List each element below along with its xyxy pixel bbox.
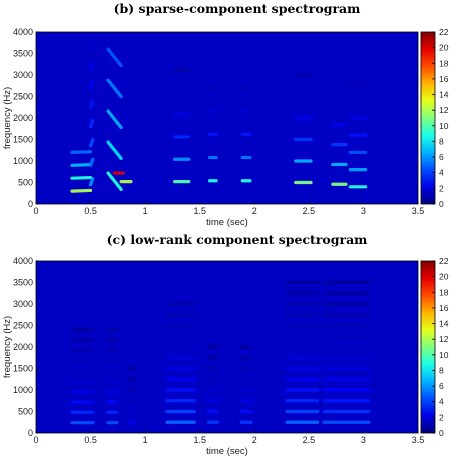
heatmap-cell <box>88 60 95 71</box>
sparse-spectrogram-panel: (b) sparse-component spectrogram 0 0.5 1 1.… <box>2 1 449 228</box>
spectrogram-chart: 0 0.5 1 1.5 2 2.5 3 3.5 0 500 1000 1500 2000 2500 3000… <box>2 256 449 457</box>
low-rank-spectrogram-panel: (c) low-rank component spectrogram 0 0.5 1… <box>0 230 474 460</box>
heatmap-cell <box>106 109 123 130</box>
colorbar-tick-label: 10 <box>439 121 449 131</box>
heatmap-cell <box>70 175 93 180</box>
heatmap-cell <box>70 163 93 167</box>
colorbar-tick-label: 20 <box>439 43 449 53</box>
x-tick-label: 0 <box>33 206 38 216</box>
x-tick-label: 3.5 <box>412 435 425 445</box>
colorbar <box>420 260 436 434</box>
y-tick-label: 3000 <box>13 70 33 80</box>
y-axis-label: frequency (Hz) <box>2 87 13 149</box>
y-axis-label: frequency (Hz) <box>2 316 13 378</box>
y-tick-label: 0 <box>28 199 33 209</box>
x-tick-label: 3 <box>361 206 366 216</box>
y-tick-label: 2000 <box>13 113 33 123</box>
y-tick-label: 3500 <box>13 278 33 288</box>
heatmap-cell <box>106 78 123 99</box>
x-tick-label: 1.5 <box>193 435 206 445</box>
heatmap-cell <box>70 188 93 193</box>
spectrogram-chart: 0 0.5 1 1.5 2 2.5 3 3.5 0 500 1000 1500 2000 2500 3000… <box>2 27 449 228</box>
heatmap-cell <box>88 138 95 148</box>
y-tick-label: 3500 <box>13 49 33 59</box>
colorbar-tick-label: 16 <box>439 74 449 84</box>
colorbar-tick-label: 20 <box>439 272 449 282</box>
heatmap-cell <box>88 118 95 129</box>
y-tick-label: 500 <box>18 407 33 417</box>
x-tick-label: 1.5 <box>193 206 206 216</box>
colorbar-tick-label: 0 <box>439 428 444 438</box>
x-axis-label: time (sec) <box>206 446 248 457</box>
colorbar-tick-label: 4 <box>439 168 444 178</box>
y-tick-label: 500 <box>18 178 33 188</box>
colorbar-tick-label: 8 <box>439 365 444 375</box>
heatmap-cells <box>70 280 371 425</box>
colorbar-tick-label: 4 <box>439 397 444 407</box>
y-tick-label: 4000 <box>13 27 33 37</box>
x-axis-label: time (sec) <box>206 217 248 228</box>
heatmap-cell <box>106 171 123 191</box>
x-tick-label: 2 <box>252 435 257 445</box>
colorbar-tick-label: 8 <box>439 136 444 146</box>
x-tick-label: 2.5 <box>303 206 316 216</box>
colorbar-tick-label: 2 <box>439 183 444 193</box>
x-tick-label: 0.5 <box>84 435 97 445</box>
x-tick-label: 1 <box>143 206 148 216</box>
x-tick-label: 2.5 <box>303 435 316 445</box>
x-tick-label: 3.5 <box>412 206 425 216</box>
colorbar-tick-label: 22 <box>439 27 449 37</box>
chart-title: (b) sparse-component spectrogram <box>113 1 361 16</box>
y-tick-label: 1000 <box>13 385 33 395</box>
chart-title: (c) low-rank component spectrogram <box>106 232 368 247</box>
heatmap-cell <box>106 47 123 68</box>
x-tick-label: 2 <box>252 206 257 216</box>
y-tick-label: 4000 <box>13 256 33 266</box>
colorbar-tick-label: 10 <box>439 350 449 360</box>
heatmap-cell <box>70 150 93 154</box>
heatmap-cell <box>88 177 95 187</box>
colorbar-tick-label: 6 <box>439 381 444 391</box>
x-tick-label: 0 <box>33 435 38 445</box>
heatmap-cell <box>88 157 95 167</box>
heatmap-cell <box>88 80 95 90</box>
heatmap-cells <box>70 41 368 193</box>
y-tick-label: 1000 <box>13 156 33 166</box>
x-tick-label: 1 <box>143 435 148 445</box>
colorbar-tick-label: 14 <box>439 319 449 329</box>
heatmap-cell <box>106 140 123 161</box>
y-tick-label: 2000 <box>13 342 33 352</box>
colorbar-tick-label: 14 <box>439 90 449 100</box>
colorbar-tick-label: 16 <box>439 303 449 313</box>
y-tick-label: 1500 <box>13 364 33 374</box>
heatmap-cell <box>88 41 95 51</box>
colorbar-tick-label: 0 <box>439 199 444 209</box>
y-tick-label: 0 <box>28 428 33 438</box>
colorbar-tick-label: 12 <box>439 105 449 115</box>
y-tick-label: 2500 <box>13 321 33 331</box>
x-tick-label: 0.5 <box>84 206 97 216</box>
heatmap-cell <box>88 99 95 109</box>
colorbar-tick-label: 22 <box>439 256 449 266</box>
colorbar-tick-label: 12 <box>439 334 449 344</box>
colorbar <box>420 31 436 205</box>
colorbar-tick-label: 18 <box>439 287 449 297</box>
colorbar-tick-label: 2 <box>439 412 444 422</box>
x-tick-label: 3 <box>361 435 366 445</box>
colorbar-tick-label: 18 <box>439 58 449 68</box>
y-tick-label: 3000 <box>13 299 33 309</box>
colorbar-tick-label: 6 <box>439 152 444 162</box>
y-tick-label: 1500 <box>13 135 33 145</box>
y-tick-label: 2500 <box>13 92 33 102</box>
